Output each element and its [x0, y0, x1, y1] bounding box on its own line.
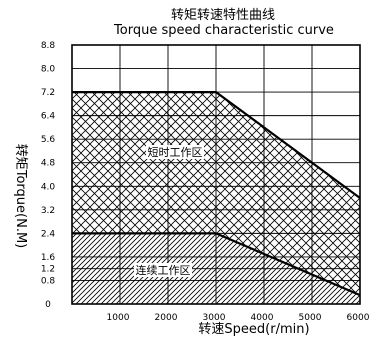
x-tick-label: 5000: [299, 313, 322, 323]
y-tick-label: 7.2: [41, 88, 55, 98]
region-label-short-time-backing: [146, 145, 204, 159]
y-tick-label: 0.8: [41, 276, 56, 286]
x-tick-label: 2000: [155, 313, 178, 323]
x-tick-label: 6000: [347, 313, 370, 323]
x-tick-label: 4000: [251, 313, 274, 323]
y-tick-label: 1.2: [41, 265, 55, 275]
region-label-continuous: 连续工作区: [136, 263, 191, 277]
x-tick-label: 1000: [107, 313, 130, 323]
y-tick-label: 5.6: [41, 135, 56, 145]
region-label-short-time: 短时工作区: [148, 145, 203, 159]
y-tick-label: 4.0: [41, 182, 56, 192]
y-tick-label: 8.8: [41, 41, 56, 51]
y-tick-label: 1.6: [41, 253, 56, 263]
y-tick-label: 4.8: [41, 159, 56, 169]
plot-frame: [71, 44, 361, 305]
y-tick-label: 6.4: [41, 112, 56, 122]
chart-title: 转矩转速特性曲线: [171, 8, 275, 23]
x-tick-label: 3000: [203, 313, 226, 323]
y-tick-label: 3.2: [41, 206, 55, 216]
curve-peak-torque: [72, 90, 361, 199]
y-tick-label: 8.0: [41, 65, 56, 75]
y-tick-label: 2.4: [41, 229, 56, 239]
y-axis-label: 转矩Torque(N.M): [13, 144, 28, 249]
chart-subtitle: Torque speed characteristic curve: [113, 23, 334, 38]
curve-continuous-torque: [72, 232, 361, 297]
region-label-continuous-backing: [134, 263, 192, 277]
x-axis-label: 转速Speed(r/min): [198, 322, 309, 337]
y-tick-label: 0: [45, 300, 51, 310]
